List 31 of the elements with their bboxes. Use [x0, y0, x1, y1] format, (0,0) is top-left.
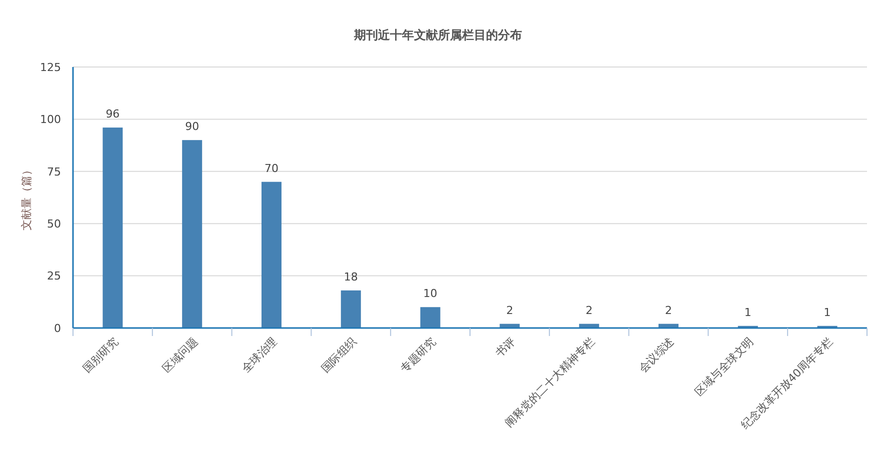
data-label: 2	[586, 304, 593, 317]
x-tick-label: 国别研究	[80, 334, 121, 376]
x-tick-label: 区域与全球文明	[692, 334, 756, 399]
data-label: 70	[264, 162, 278, 175]
x-tick-label: 全球治理	[239, 334, 280, 376]
bar	[340, 290, 361, 328]
chart-title: 期刊近十年文献所属栏目的分布	[353, 28, 522, 42]
data-label: 10	[423, 287, 438, 300]
data-label: 90	[185, 120, 200, 134]
y-tick-label: 25	[47, 270, 61, 283]
bar	[182, 140, 202, 328]
bar	[262, 182, 282, 328]
x-tick-label: 会议综述	[636, 334, 677, 376]
bar	[420, 307, 440, 328]
data-label: 2	[665, 304, 672, 317]
y-axis-title: 文献量（篇）	[20, 164, 33, 230]
y-tick-label: 0	[54, 322, 61, 335]
x-tick-label: 专题研究	[398, 334, 438, 376]
data-label: 96	[106, 108, 120, 121]
data-label: 2	[506, 304, 514, 317]
data-label: 1	[744, 306, 752, 319]
y-tick-label: 50	[47, 217, 61, 230]
y-tick-label: 125	[40, 60, 61, 74]
y-tick-label: 75	[47, 165, 61, 178]
x-tick-label: 区域问题	[160, 334, 200, 376]
data-label: 18	[344, 270, 358, 284]
y-tick-label: 100	[40, 113, 61, 126]
bar	[102, 128, 123, 328]
x-tick-label: 国际组织	[318, 334, 360, 376]
x-tick-label: 书评	[493, 334, 518, 360]
data-label: 1	[824, 306, 831, 319]
